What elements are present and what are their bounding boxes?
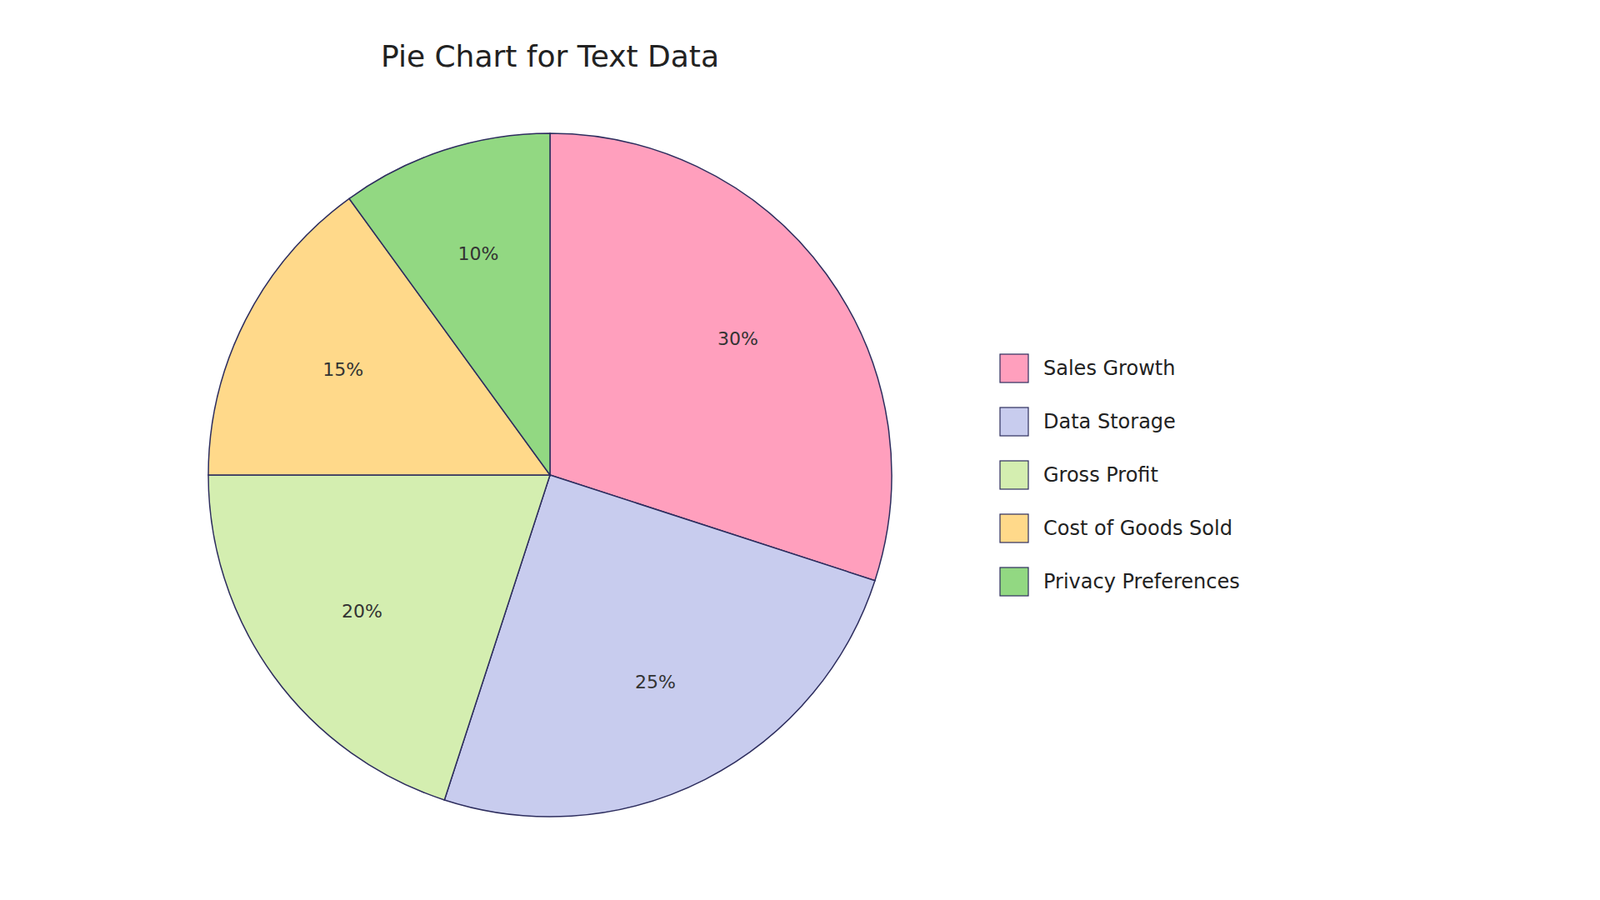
legend-swatch bbox=[1000, 567, 1029, 596]
pie-slice bbox=[208, 475, 550, 800]
data-label: 15% bbox=[322, 359, 364, 380]
chart-canvas: Pie Chart for Text Data 30% 25% 20% 15% 10% Sa… bbox=[0, 0, 1600, 900]
data-label: 10% bbox=[457, 243, 499, 265]
data-label: 20% bbox=[341, 600, 383, 622]
legend-label: Cost of Goods Sold bbox=[1043, 516, 1233, 540]
legend-item: Sales Growth bbox=[1000, 354, 1175, 383]
legend-label: Gross Profit bbox=[1043, 463, 1159, 487]
pie-slice bbox=[349, 133, 550, 475]
legend-swatch bbox=[1000, 354, 1029, 383]
legend-label: Sales Growth bbox=[1043, 356, 1175, 380]
legend-swatch bbox=[1000, 514, 1029, 543]
legend: Sales Growth Data Storage Gross Profit Cost… bbox=[1000, 354, 1240, 596]
pie-group bbox=[208, 133, 892, 817]
legend-label: Data Storage bbox=[1043, 410, 1176, 434]
legend-item: Cost of Goods Sold bbox=[1000, 514, 1233, 543]
legend-item: Privacy Preferences bbox=[1000, 567, 1240, 596]
chart-title: Pie Chart for Text Data bbox=[380, 39, 720, 74]
legend-label: Privacy Preferences bbox=[1043, 570, 1240, 594]
legend-swatch bbox=[1000, 460, 1029, 490]
legend-item: Gross Profit bbox=[1000, 460, 1159, 490]
data-label: 25% bbox=[635, 671, 676, 693]
legend-item: Data Storage bbox=[1000, 407, 1176, 436]
legend-swatch bbox=[1000, 407, 1029, 436]
data-labels: 30% 25% 20% 15% 10% bbox=[322, 243, 759, 693]
data-label: 30% bbox=[717, 328, 759, 350]
